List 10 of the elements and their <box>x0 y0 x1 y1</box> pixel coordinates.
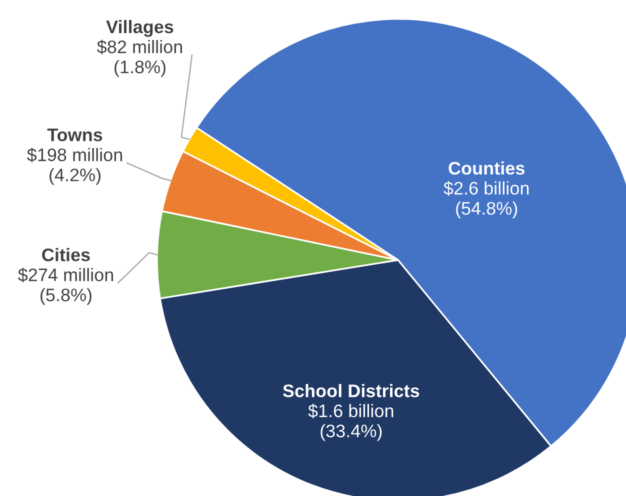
data-label: $2.6 billion (54.8%) <box>444 181 529 218</box>
slice-label: Counties <box>448 161 524 175</box>
data-label: $198 million (4.2%) <box>27 148 122 185</box>
slice-label: School Districts <box>282 384 420 398</box>
data-label: $82 million (1.8%) <box>97 40 182 77</box>
data-label: $274 million (5.8%) <box>18 268 114 305</box>
slice-label: Cities <box>42 248 90 262</box>
data-label: $1.6 billion (33.4%) <box>308 404 394 441</box>
slice-label: Towns <box>47 128 102 142</box>
slice-label: Villages <box>106 20 174 37</box>
